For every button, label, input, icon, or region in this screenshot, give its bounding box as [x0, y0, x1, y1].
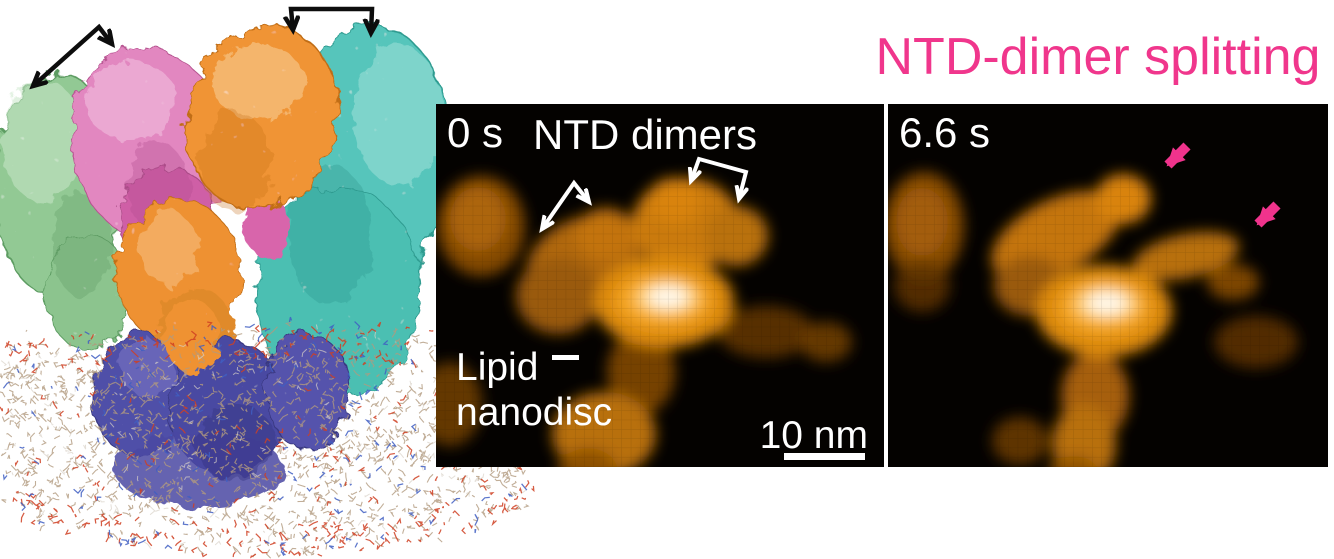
lipid-leader-dash	[552, 355, 579, 360]
time-label: 6.6 s	[899, 109, 991, 156]
figure-title: NTD-dimer splitting	[875, 28, 1321, 86]
dimer-bracket-arrow-left-icon	[33, 23, 112, 86]
afm-pixel-grid	[888, 104, 1328, 467]
lipid-nanodisc-label: Lipid nanodisc	[456, 345, 612, 435]
afm-image-6-6s	[888, 104, 1328, 467]
time-label: 0 s	[447, 109, 504, 156]
afm-pixel-grid	[436, 104, 884, 467]
ntd-dimer-pointer-brackets	[542, 156, 746, 229]
dimer-bracket-arrows	[33, 6, 372, 86]
protein-structure-illustration	[0, 6, 539, 559]
scale-bar-label: 10 nm	[759, 414, 868, 457]
afm-frame-0s: 0 s NTD dimers Lipid nanodisc 10 nm	[436, 104, 884, 467]
ntd-dimers-label: NTD dimers	[533, 111, 758, 158]
lipid-label-line2: nanodisc	[456, 391, 613, 434]
split-arrow-icon-2	[1254, 201, 1281, 228]
split-arrows	[1164, 142, 1281, 228]
afm-frame-6-6s: 6.6 s	[888, 104, 1328, 467]
dimer-bracket-arrow-right-icon	[291, 6, 372, 33]
subunit-orange	[115, 26, 339, 376]
scale-bar	[784, 453, 865, 460]
ntd-dimer-bracket-icon-2	[691, 156, 746, 199]
subunit-pink-lower-lobe	[245, 198, 291, 258]
lipid-label-line1: Lipid	[456, 346, 539, 389]
afm-image-0s	[436, 104, 884, 467]
subunit-orange-tmd-front	[164, 300, 220, 372]
ntd-dimer-bracket-icon-1	[542, 179, 589, 229]
split-arrow-icon-1	[1164, 142, 1191, 169]
